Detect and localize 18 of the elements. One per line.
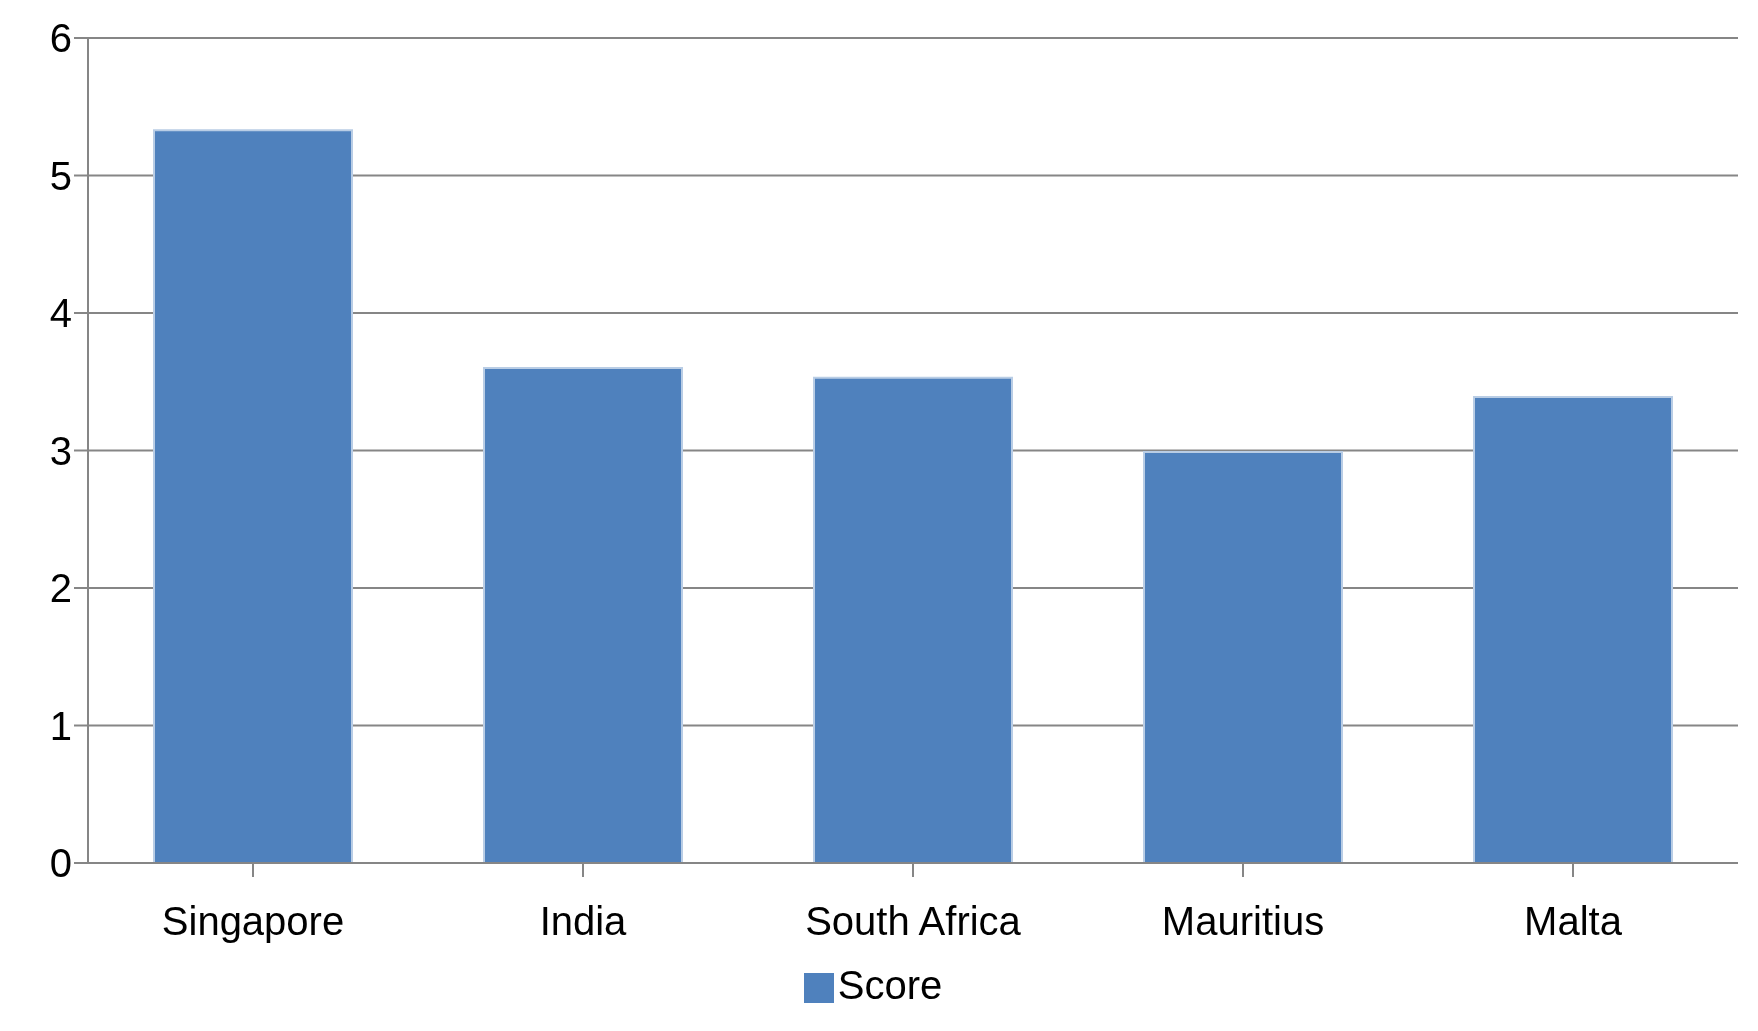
x-tick-label: Mauritius [1161, 899, 1325, 944]
legend-label: Score [837, 963, 943, 1007]
bar [153, 129, 353, 863]
y-tick-label: 2 [49, 566, 72, 611]
y-tick-label: 3 [49, 428, 72, 473]
x-tick-label: Singapore [161, 899, 345, 944]
bar [483, 367, 683, 863]
y-tick-label: 4 [49, 291, 72, 336]
y-tick-label: 0 [49, 841, 72, 886]
x-tick-label: South Africa [805, 899, 1022, 944]
bar [1143, 450, 1343, 863]
y-tick-label: 6 [49, 16, 72, 61]
x-tick-label: Malta [1524, 899, 1623, 944]
y-tick-label: 5 [49, 153, 72, 198]
bar [1473, 395, 1673, 863]
y-tick-label: 1 [49, 703, 72, 748]
bar [813, 376, 1013, 863]
x-tick-label: India [539, 899, 628, 944]
